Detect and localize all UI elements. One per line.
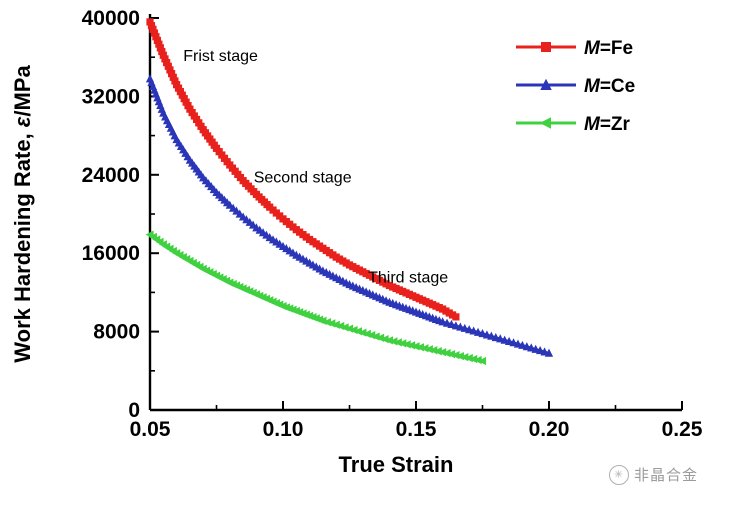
x-tick-label: 0.10 — [263, 418, 304, 441]
legend-label: M=Zr — [584, 114, 631, 135]
y-tick-label: 40000 — [82, 7, 140, 30]
x-tick-label: 0.20 — [529, 418, 570, 441]
series-M-Ce — [145, 74, 554, 357]
watermark-text: 非晶合金 — [633, 467, 698, 484]
y-tick-label: 0 — [128, 399, 140, 422]
y-tick-label: 16000 — [82, 242, 140, 265]
y-tick-label: 24000 — [82, 164, 140, 187]
series-M-Zr — [145, 230, 487, 366]
legend: M=Fe M=Ce M=Zr — [516, 38, 635, 135]
y-axis-title: Work Hardening Rate, ε/MPa — [10, 65, 35, 363]
annotation: Second stage — [254, 170, 352, 187]
y-tick-label: 8000 — [93, 321, 140, 344]
x-tick-label: 0.05 — [130, 418, 171, 441]
y-tick-label: 32000 — [82, 85, 140, 108]
x-axis-title: True Strain — [339, 452, 454, 477]
legend-label: M=Ce — [584, 76, 635, 97]
legend-label: M=Fe — [584, 38, 633, 59]
annotation: Frist stage — [183, 48, 258, 65]
watermark-logo-icon — [608, 464, 629, 485]
x-tick-label: 0.25 — [662, 418, 703, 441]
annotation: Third stage — [368, 270, 448, 287]
x-tick-label: 0.15 — [396, 418, 437, 441]
watermark: 非晶合金 — [608, 464, 698, 485]
series-M-Fe — [146, 18, 460, 321]
axis-ticks: 0.05 0.10 0.15 0.20 0.25 0 8000 16000 24000 32000… — [82, 7, 703, 441]
